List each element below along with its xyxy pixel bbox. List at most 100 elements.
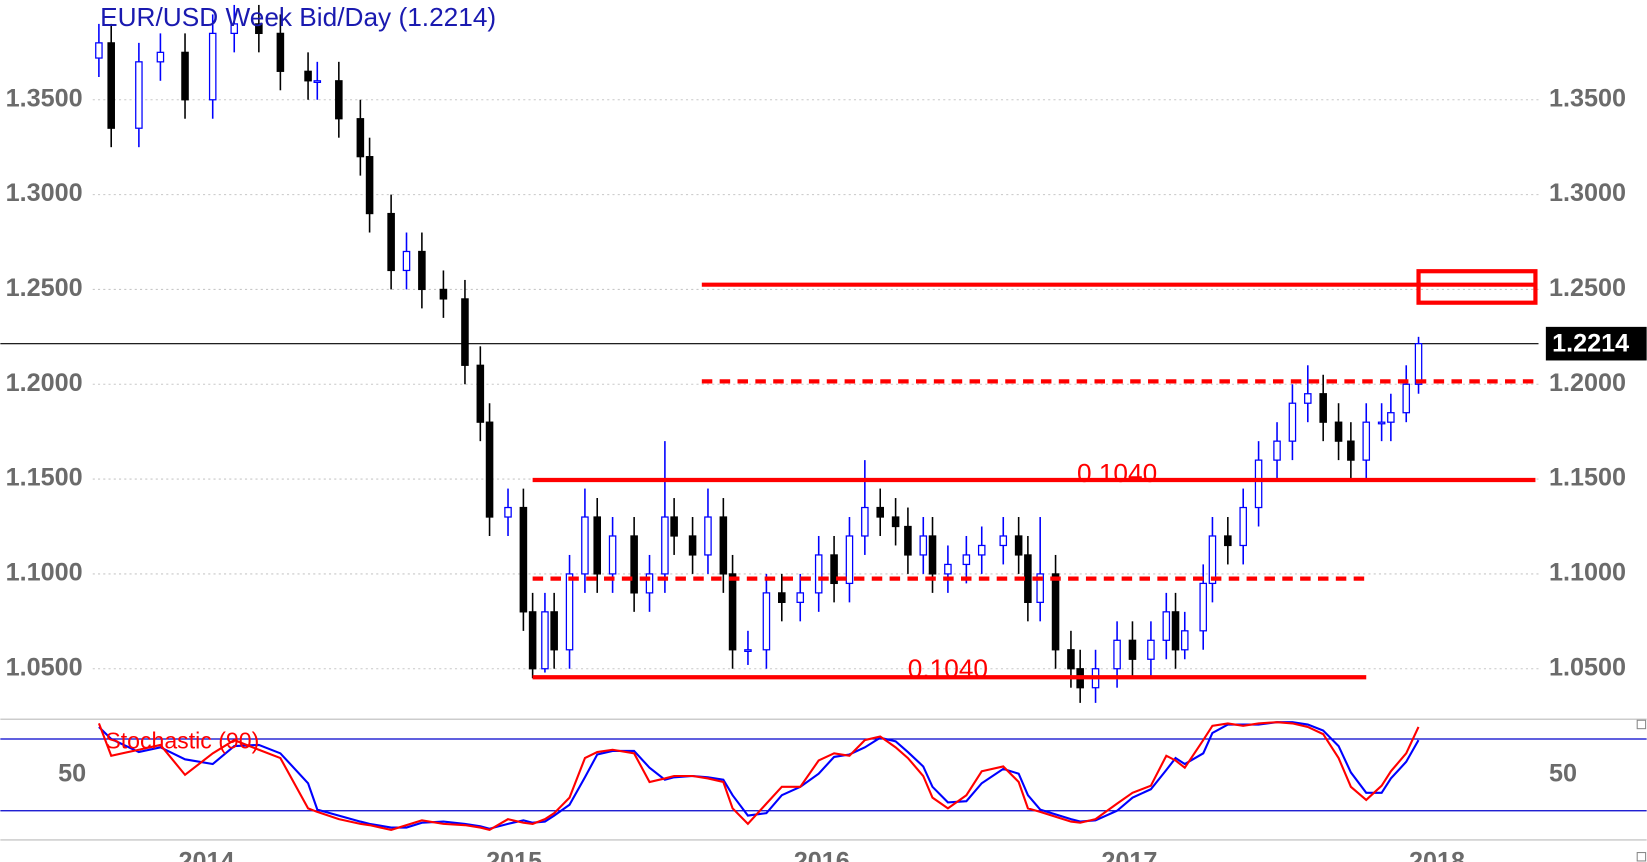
candle-body bbox=[181, 51, 189, 101]
candle-body bbox=[1224, 535, 1232, 547]
candle-body bbox=[1319, 393, 1327, 423]
candle-body bbox=[255, 23, 263, 35]
x-tick-label: 2015 bbox=[486, 848, 542, 862]
candle-body bbox=[1024, 554, 1032, 603]
chart-title: EUR/USD Week Bid/Day (1.2214) bbox=[100, 2, 496, 32]
y-tick-label: 1.1500 bbox=[6, 464, 83, 492]
candle-body bbox=[304, 70, 312, 82]
candle-body bbox=[928, 535, 937, 575]
x-tick-label: 2014 bbox=[179, 848, 235, 862]
candle-body bbox=[387, 212, 395, 272]
candle-body bbox=[230, 23, 239, 35]
candle-body bbox=[891, 516, 900, 528]
candle-body bbox=[1128, 639, 1137, 660]
candle-body bbox=[608, 535, 617, 575]
y-tick-label-right: 1.2500 bbox=[1549, 274, 1626, 302]
candle-body bbox=[356, 118, 365, 158]
candle-body bbox=[461, 298, 469, 366]
candle-body bbox=[845, 535, 854, 585]
indicator-title: Stochastic (90) bbox=[105, 727, 259, 753]
candle-body bbox=[1014, 535, 1023, 556]
y-tick-label: 1.3000 bbox=[6, 179, 83, 207]
candle-body bbox=[1162, 611, 1171, 641]
x-tick-label: 2016 bbox=[794, 848, 850, 862]
candle-body bbox=[1288, 402, 1297, 442]
candle-body bbox=[645, 573, 654, 594]
candle-body bbox=[1377, 421, 1386, 425]
candle-body bbox=[135, 61, 143, 129]
candle-body bbox=[485, 421, 494, 518]
target-box bbox=[1416, 269, 1538, 305]
candle-body bbox=[1147, 639, 1155, 660]
close-box[interactable] bbox=[1636, 719, 1647, 730]
candle-body bbox=[1347, 440, 1355, 461]
y-tick-label: 1.3500 bbox=[6, 84, 83, 112]
candle-body bbox=[439, 288, 448, 300]
candle-body bbox=[630, 535, 638, 594]
y-tick-label-right: 1.1500 bbox=[1549, 464, 1626, 492]
candle-body bbox=[1067, 649, 1075, 670]
candle-body bbox=[778, 592, 786, 603]
candle-body bbox=[1334, 421, 1343, 442]
candle-body bbox=[1414, 343, 1423, 385]
y-tick-label: 1.0500 bbox=[6, 653, 83, 681]
y-tick-label: 50 bbox=[58, 760, 86, 788]
y-tick-label-right: 1.3500 bbox=[1549, 84, 1626, 112]
y-tick-label-right: 1.3000 bbox=[1549, 179, 1626, 207]
candle-body bbox=[581, 516, 589, 575]
candle-body bbox=[688, 535, 697, 556]
candle-body bbox=[156, 51, 165, 63]
candle-body bbox=[977, 544, 986, 556]
candle-body bbox=[1273, 440, 1281, 461]
candle-body bbox=[944, 563, 952, 575]
candle-body bbox=[565, 573, 574, 651]
candle-body bbox=[1208, 535, 1217, 585]
candle-body bbox=[418, 250, 426, 291]
x-tick-label: 2017 bbox=[1101, 848, 1157, 862]
candle-body bbox=[1402, 383, 1411, 414]
y-tick-label: 1.1000 bbox=[6, 559, 83, 587]
candle-body bbox=[276, 32, 285, 72]
candle-body bbox=[962, 554, 971, 566]
candle-body bbox=[919, 535, 928, 556]
candle-body bbox=[1113, 639, 1121, 670]
candle-body bbox=[1036, 573, 1044, 603]
candle-body bbox=[670, 516, 678, 537]
candle-body bbox=[661, 516, 669, 575]
candle-body bbox=[1051, 573, 1060, 651]
candle-body bbox=[744, 649, 752, 652]
candle-body bbox=[335, 80, 343, 120]
candle-body bbox=[541, 611, 549, 670]
candle-body bbox=[904, 525, 912, 556]
candle-body bbox=[1254, 459, 1263, 509]
candle-body bbox=[1180, 630, 1189, 651]
candle-body bbox=[107, 42, 115, 129]
candle-body bbox=[999, 535, 1008, 547]
candle-body bbox=[876, 506, 885, 518]
y-tick-label-right: 1.2000 bbox=[1549, 369, 1626, 397]
close-box[interactable] bbox=[1636, 852, 1647, 862]
last-price-box bbox=[1545, 326, 1647, 361]
x-tick-label: 2018 bbox=[1409, 848, 1465, 862]
candle-body bbox=[519, 506, 528, 613]
candle-body bbox=[1171, 611, 1180, 651]
candle-body bbox=[762, 592, 771, 651]
annotation: 0.1040 bbox=[908, 653, 988, 683]
candle-body bbox=[208, 32, 217, 101]
candle-body bbox=[814, 554, 823, 594]
candle-body bbox=[796, 592, 805, 603]
candle-body bbox=[528, 611, 537, 670]
candle-body bbox=[365, 156, 374, 215]
y-tick-label: 1.2500 bbox=[6, 274, 83, 302]
candle-body bbox=[1362, 421, 1371, 461]
candle-body bbox=[95, 42, 103, 59]
candle-body bbox=[1239, 506, 1247, 547]
candle-body bbox=[704, 516, 712, 556]
stochastic-line bbox=[98, 721, 1420, 830]
candle-body bbox=[550, 611, 558, 651]
y-tick-label-right: 50 bbox=[1549, 760, 1577, 788]
stochastic-line bbox=[97, 721, 1420, 831]
annotation: 0.1040 bbox=[1077, 458, 1157, 488]
